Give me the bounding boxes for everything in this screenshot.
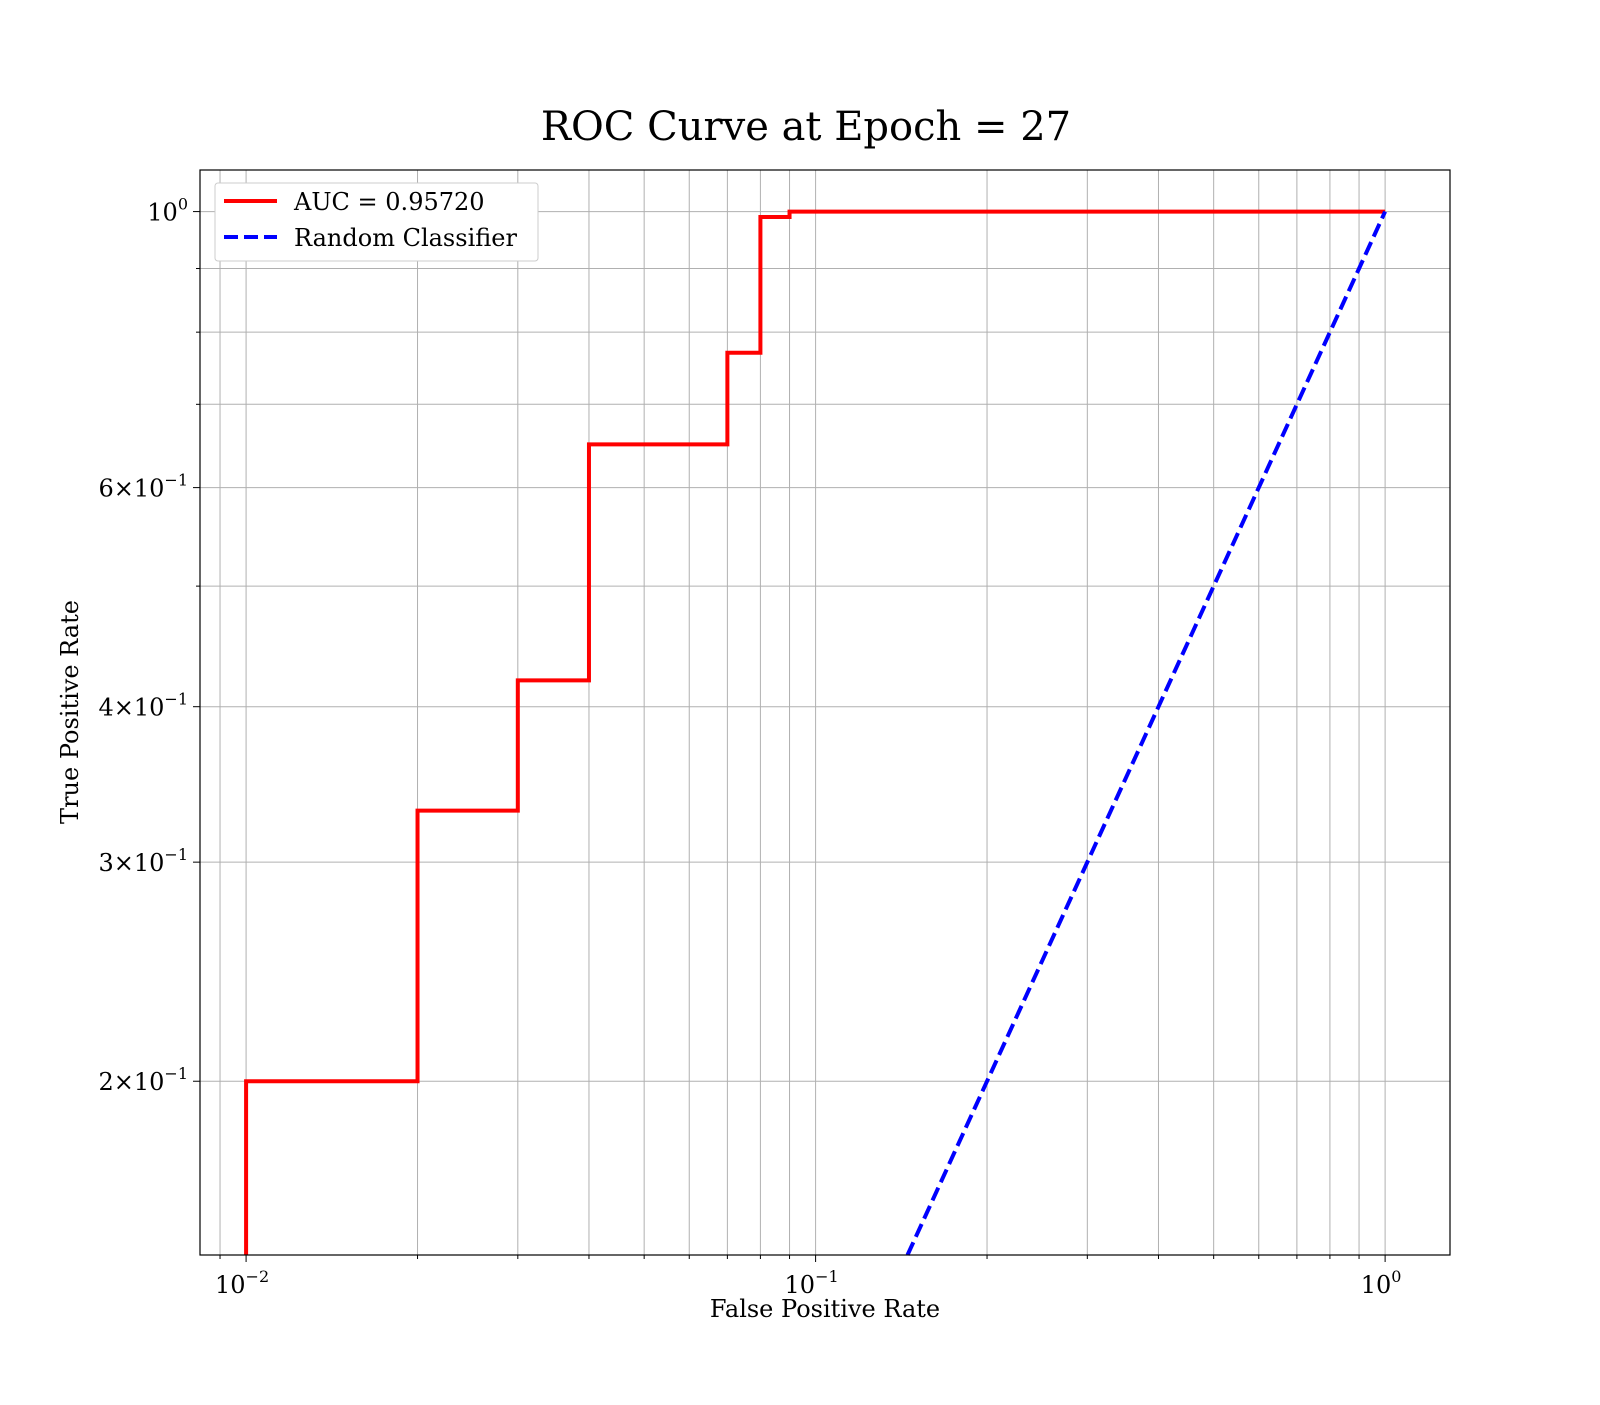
tick-layer: 10−2 10−1 100 2×10−1 3×10−1 4×10−1 6×10−1 100 bbox=[98, 195, 1401, 1299]
plot-frame bbox=[199, 169, 1451, 1256]
legend: AUC = 0.95720 Random Classifier bbox=[214, 182, 539, 262]
series-line-0 bbox=[244, 209, 1386, 1255]
x-axis-label: False Positive Rate bbox=[710, 1295, 940, 1323]
x-tick-label: 10−2 bbox=[215, 1267, 269, 1299]
legend-label-random: Random Classifier bbox=[294, 224, 517, 252]
series-line-1 bbox=[905, 210, 1387, 1256]
y-axis-label: True Positive Rate bbox=[56, 600, 84, 824]
chart-title: ROC Curve at Epoch = 27 bbox=[541, 104, 1071, 150]
x-tick-label: 100 bbox=[1361, 1267, 1402, 1299]
grid-layer bbox=[200, 170, 1450, 1255]
legend-box bbox=[214, 182, 539, 262]
x-tick-label: 10−1 bbox=[785, 1267, 839, 1299]
y-tick-label: 3×10−1 bbox=[98, 845, 188, 877]
y-tick-label: 100 bbox=[147, 195, 188, 227]
series-layer bbox=[244, 209, 1387, 1256]
y-tick-label: 6×10−1 bbox=[98, 471, 188, 503]
y-tick-label: 4×10−1 bbox=[98, 690, 188, 722]
legend-label-auc: AUC = 0.95720 bbox=[293, 188, 485, 216]
y-tick-label: 2×10−1 bbox=[98, 1064, 188, 1096]
